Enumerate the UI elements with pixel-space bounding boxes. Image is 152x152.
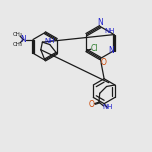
Text: CH₃: CH₃ xyxy=(13,42,23,47)
Text: O: O xyxy=(89,100,95,109)
Text: N: N xyxy=(21,35,26,44)
Text: O: O xyxy=(101,58,107,67)
Text: CH₃: CH₃ xyxy=(13,32,23,37)
Text: N: N xyxy=(109,46,114,55)
Text: NH: NH xyxy=(104,28,114,34)
Text: NH: NH xyxy=(45,38,55,44)
Text: N: N xyxy=(97,18,103,27)
Text: Cl: Cl xyxy=(90,44,98,53)
Text: NH: NH xyxy=(102,104,112,111)
